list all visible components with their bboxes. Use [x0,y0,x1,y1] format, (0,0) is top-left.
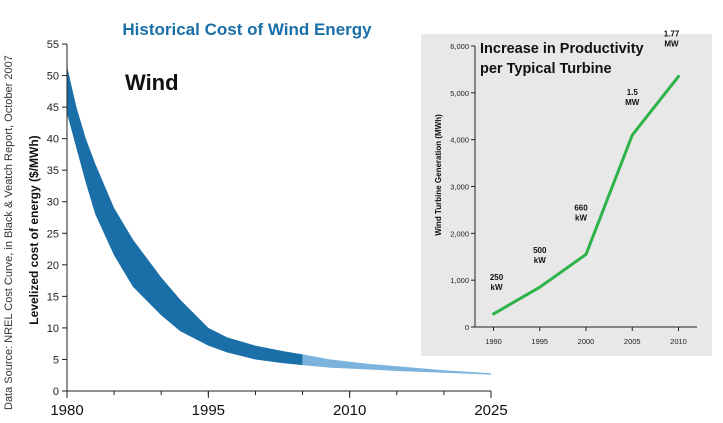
main-x-tick-label: 1995 [192,402,225,419]
inset-y-tick-label: 4,000 [450,136,469,145]
main-y-tick-label: 5 [53,354,59,366]
main-y-tick-label: 30 [47,197,59,209]
inset-y-tick-label: 3,000 [450,183,469,192]
cost-band [67,66,491,375]
main-y-tick-label: 15 [47,291,59,303]
main-x-tick-label: 2010 [333,402,366,419]
main-y-tick-label: 20 [47,260,59,272]
main-x-tick-label: 2025 [474,402,507,419]
turbine-size-label: kW [575,213,587,222]
inset-y-tick-label: 1,000 [450,276,469,285]
inset-y-axis-label: Wind Turbine Generation (MWh) [434,114,443,236]
main-y-tick-label: 10 [47,323,59,335]
turbine-size-label: 250 [490,273,504,282]
turbine-size-label: kW [491,283,503,292]
main-y-tick-label: 50 [47,71,59,83]
main-y-tick-label: 35 [47,165,59,177]
main-y-tick-label: 45 [47,102,59,114]
turbine-size-label: kW [534,256,546,265]
inset-y-tick-label: 0 [465,323,469,332]
inset-series [492,74,680,316]
turbine-size-label: 500 [533,246,547,255]
turbine-size-label: 660 [574,203,588,212]
main-y-tick-label: 25 [47,228,59,240]
turbine-size-label: 1.77 [664,29,680,38]
wind-annotation: Wind [125,70,179,95]
inset-title-line-1: Increase in Productivity [480,41,644,57]
turbine-size-label: 1.5 [627,88,639,97]
historical-cost-band [67,66,303,366]
turbine-size-label: MW [664,39,679,48]
inset-y-tick-label: 2,000 [450,229,469,238]
inset-panel-background [421,34,712,356]
inset-y-tick-label: 5,000 [450,89,469,98]
inset-x-tick-label: 2005 [624,337,641,346]
inset-productivity-chart: Increase in Productivity per Typical Tur… [421,29,712,356]
main-x-tick-label: 1980 [50,402,83,419]
inset-axes: 0 1,000 2,000 3,000 4,000 5,000 6,000 1990 1995 2… [450,42,697,346]
projected-cost-band [302,354,491,375]
inset-x-tick-label: 1990 [485,337,502,346]
inset-title-line-2: per Typical Turbine [480,61,612,77]
main-y-tick-label: 55 [47,39,59,51]
inset-y-tick-label: 6,000 [450,42,469,51]
main-chart-title: Historical Cost of Wind Energy [122,20,372,39]
data-source-note: Data Source: NREL Cost Curve, in Black &… [3,55,15,410]
inset-x-tick-label: 2010 [670,337,687,346]
main-y-tick-label: 40 [47,134,59,146]
turbine-size-label: MW [625,98,640,107]
inset-x-tick-label: 1995 [531,337,548,346]
main-y-tick-label: 0 [53,386,59,398]
main-cost-chart: Historical Cost of Wind Energy Wind Leve… [27,20,508,419]
main-y-axis-label: Levelized cost of energy ($/MWh) [27,135,41,324]
inset-x-tick-label: 2000 [578,337,595,346]
